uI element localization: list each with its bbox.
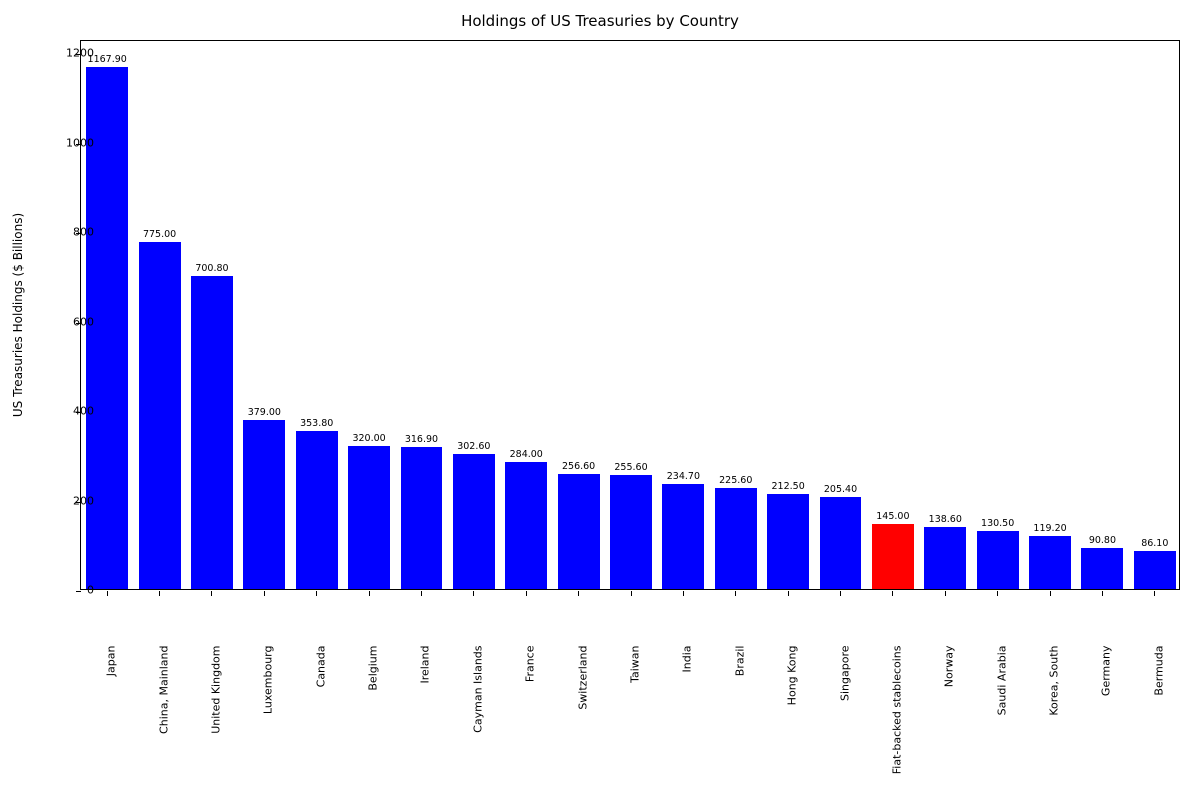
bar xyxy=(348,446,390,589)
bar xyxy=(1029,536,1071,589)
x-tick xyxy=(159,591,160,596)
x-tick xyxy=(421,591,422,596)
bar-value-label: 212.50 xyxy=(772,481,805,492)
bar xyxy=(977,531,1019,589)
figure: Holdings of US Treasuries by Country US … xyxy=(0,0,1200,800)
bar xyxy=(662,484,704,589)
bar-value-label: 130.50 xyxy=(981,518,1014,529)
bar xyxy=(558,474,600,589)
x-tick-label: India xyxy=(681,646,694,673)
x-tick-label: United Kingdom xyxy=(209,646,222,734)
x-tick-label: Norway xyxy=(943,646,956,688)
x-tick xyxy=(840,591,841,596)
bar-value-label: 320.00 xyxy=(352,433,385,444)
y-tick-label: 1000 xyxy=(66,136,94,149)
x-tick xyxy=(578,591,579,596)
x-tick-label: Belgium xyxy=(367,646,380,691)
bar xyxy=(924,527,966,589)
bar-value-label: 284.00 xyxy=(510,449,543,460)
bar xyxy=(1134,551,1176,590)
bar xyxy=(1081,548,1123,589)
bar-value-label: 119.20 xyxy=(1033,523,1066,534)
x-tick-label: Luxembourg xyxy=(262,646,275,715)
x-tick-label: Canada xyxy=(314,646,327,688)
bar-value-label: 379.00 xyxy=(248,407,281,418)
x-tick-label: Saudi Arabia xyxy=(995,646,1008,716)
x-tick xyxy=(316,591,317,596)
x-tick-label: Singapore xyxy=(838,646,851,702)
y-tick-label: 0 xyxy=(87,584,94,597)
bar xyxy=(139,242,181,589)
bar-value-label: 145.00 xyxy=(876,511,909,522)
x-tick xyxy=(526,591,527,596)
y-tick-label: 200 xyxy=(73,494,94,507)
bar-value-label: 86.10 xyxy=(1141,538,1168,549)
bar-value-label: 700.80 xyxy=(195,263,228,274)
x-tick-label: Korea, South xyxy=(1048,646,1061,716)
bar-value-label: 775.00 xyxy=(143,229,176,240)
x-tick xyxy=(1102,591,1103,596)
x-tick-label: Germany xyxy=(1100,646,1113,697)
bar-value-label: 353.80 xyxy=(300,418,333,429)
y-tick-label: 1200 xyxy=(66,47,94,60)
x-tick xyxy=(473,591,474,596)
x-tick xyxy=(997,591,998,596)
x-tick-label: Ireland xyxy=(419,646,432,684)
bar-value-label: 205.40 xyxy=(824,484,857,495)
bar-value-label: 138.60 xyxy=(929,514,962,525)
x-tick xyxy=(735,591,736,596)
x-tick xyxy=(211,591,212,596)
x-tick-label: Hong Kong xyxy=(786,646,799,706)
x-tick-label: Switzerland xyxy=(576,646,589,710)
bar xyxy=(191,276,233,589)
x-tick xyxy=(369,591,370,596)
y-tick-label: 400 xyxy=(73,405,94,418)
x-tick-label: Bermuda xyxy=(1152,646,1165,696)
bar xyxy=(505,462,547,589)
bar-value-label: 302.60 xyxy=(457,441,490,452)
bar xyxy=(715,488,757,589)
y-tick-label: 800 xyxy=(73,226,94,239)
bar xyxy=(820,497,862,589)
x-tick-label: France xyxy=(524,646,537,683)
x-tick-label: China, Mainland xyxy=(157,646,170,734)
x-tick xyxy=(1050,591,1051,596)
x-tick xyxy=(683,591,684,596)
bar xyxy=(453,454,495,589)
x-tick-label: Japan xyxy=(105,646,118,677)
x-tick xyxy=(892,591,893,596)
bar-value-label: 256.60 xyxy=(562,461,595,472)
x-tick xyxy=(107,591,108,596)
bar-value-label: 225.60 xyxy=(719,475,752,486)
x-tick xyxy=(264,591,265,596)
x-tick xyxy=(945,591,946,596)
bar xyxy=(401,447,443,589)
bar xyxy=(243,420,285,589)
chart-title: Holdings of US Treasuries by Country xyxy=(0,12,1200,30)
bar xyxy=(296,431,338,589)
x-tick-label: Brazil xyxy=(733,646,746,677)
bar-value-label: 316.90 xyxy=(405,434,438,445)
bar xyxy=(767,494,809,589)
y-tick-label: 600 xyxy=(73,315,94,328)
bar-value-label: 255.60 xyxy=(614,462,647,473)
plot-area: 1167.90Japan775.00China, Mainland700.80U… xyxy=(80,40,1180,590)
x-tick xyxy=(788,591,789,596)
bar xyxy=(610,475,652,589)
y-tick xyxy=(76,591,81,592)
x-tick-label: Taiwan xyxy=(629,646,642,683)
y-axis-label: US Treasuries Holdings ($ Billions) xyxy=(11,213,25,417)
bar xyxy=(872,524,914,589)
x-tick-label: Cayman Islands xyxy=(471,646,484,733)
bar-value-label: 90.80 xyxy=(1089,535,1116,546)
x-tick xyxy=(1154,591,1155,596)
bar-value-label: 234.70 xyxy=(667,471,700,482)
x-tick xyxy=(631,591,632,596)
x-tick-label: Fiat-backed stablecoins xyxy=(890,646,903,775)
